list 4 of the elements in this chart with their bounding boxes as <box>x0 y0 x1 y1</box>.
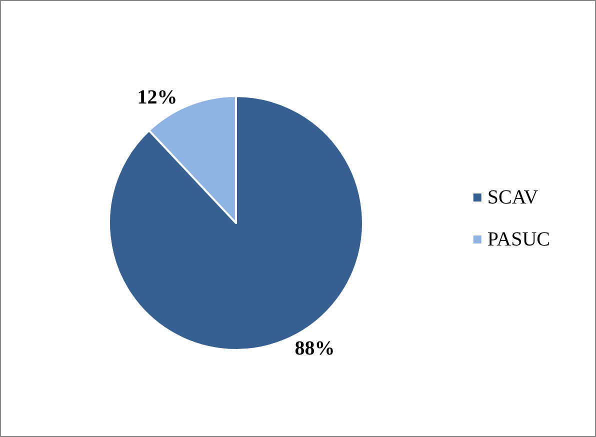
data-label: 88% <box>294 338 335 360</box>
data-label: 12% <box>137 86 178 108</box>
legend-label: SCAV <box>487 186 539 208</box>
legend-label: PASUC <box>487 228 550 250</box>
